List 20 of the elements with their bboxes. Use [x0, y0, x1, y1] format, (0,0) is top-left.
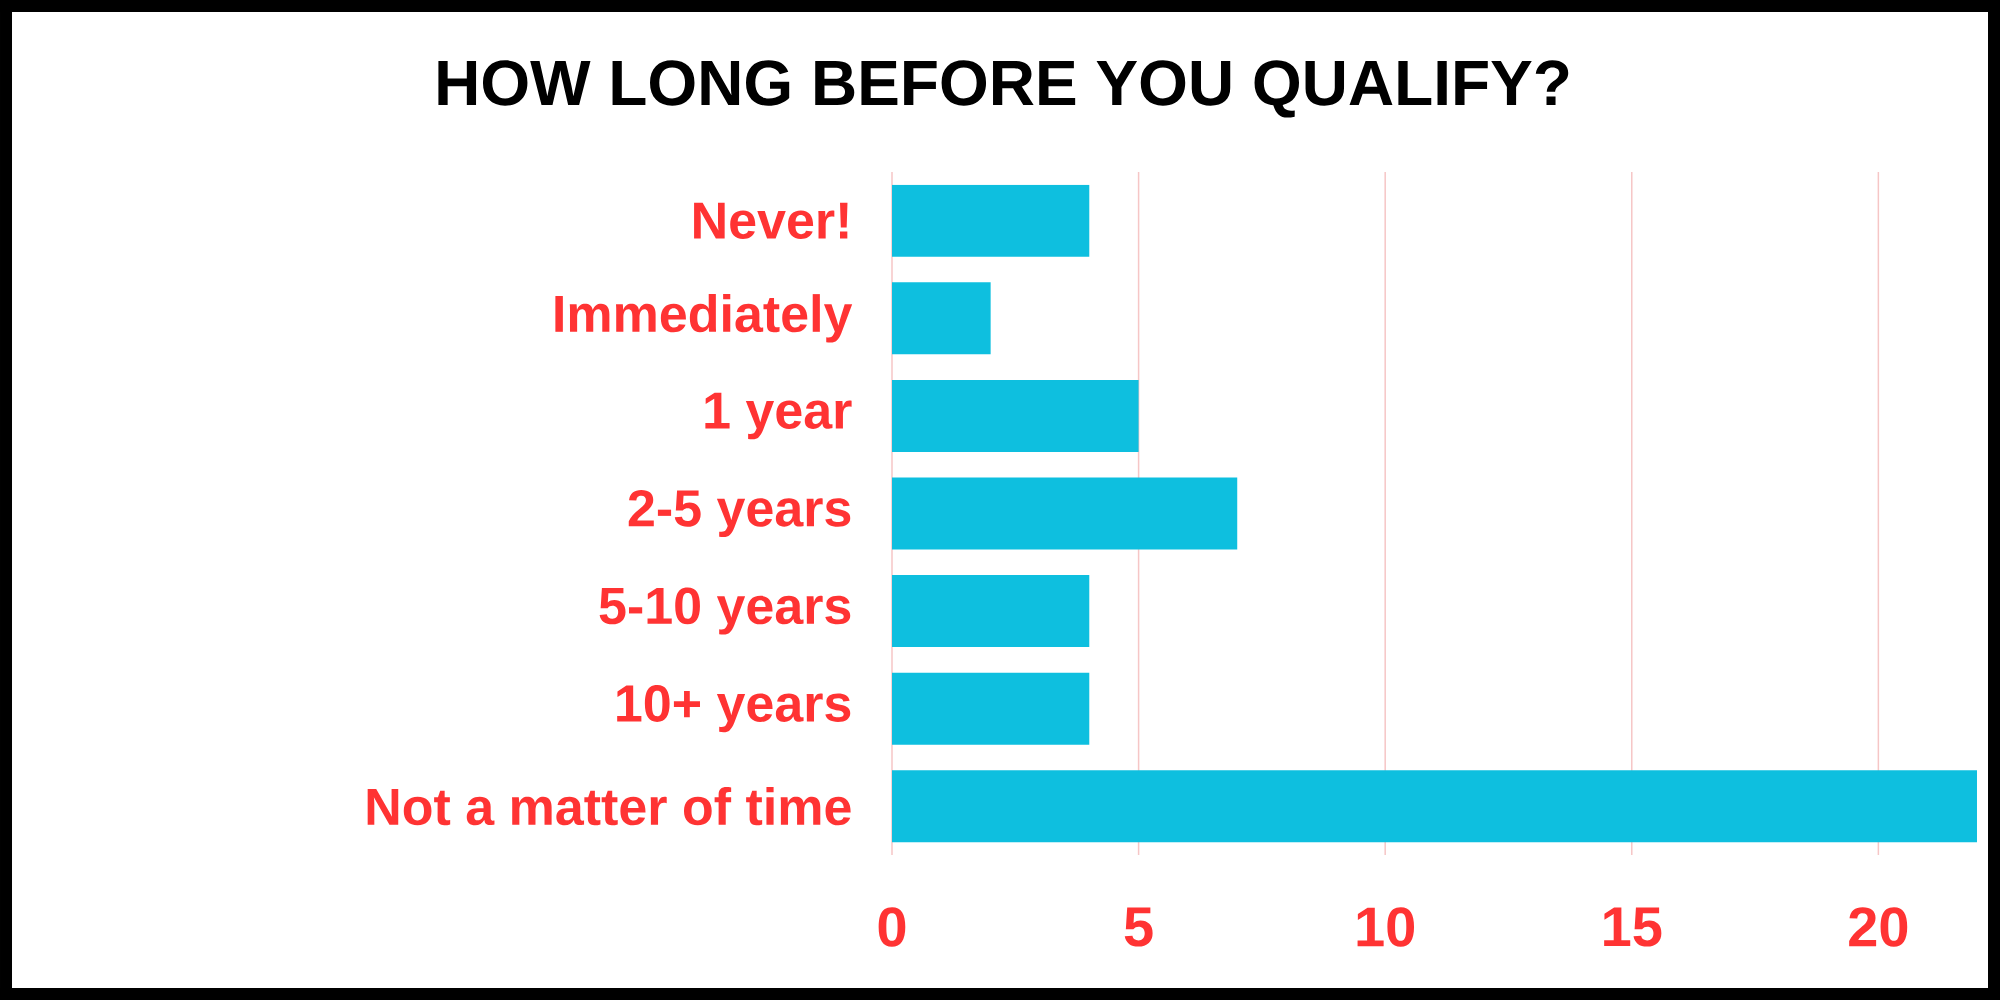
- y-tick-label: Immediately: [555, 294, 853, 343]
- bar: [892, 282, 991, 355]
- bar: [892, 184, 1090, 257]
- y-tick-label: 5-10 years: [599, 587, 851, 635]
- y-tick-label: Not a matter of time: [367, 787, 851, 826]
- x-tick-label: 10: [1357, 907, 1415, 947]
- bar: [892, 672, 1090, 745]
- y-tick-label: 10+ years: [617, 685, 851, 733]
- x-tick-label: 5: [1124, 907, 1153, 947]
- bar: [892, 770, 1977, 843]
- x-tick-label: 20: [1849, 907, 1908, 947]
- bar: [892, 575, 1090, 648]
- x-tick-label: 15: [1604, 907, 1662, 947]
- bar: [892, 477, 1238, 550]
- bar: [892, 379, 1139, 452]
- y-tick-label: 1 year: [705, 392, 852, 440]
- y-tick-label: 2-5 years: [628, 489, 851, 538]
- x-tick-label: 0: [878, 907, 906, 947]
- y-tick-label: Never!: [694, 202, 848, 239]
- chart-title: HOW LONG BEFORE YOU QUALIFY?: [438, 60, 1569, 118]
